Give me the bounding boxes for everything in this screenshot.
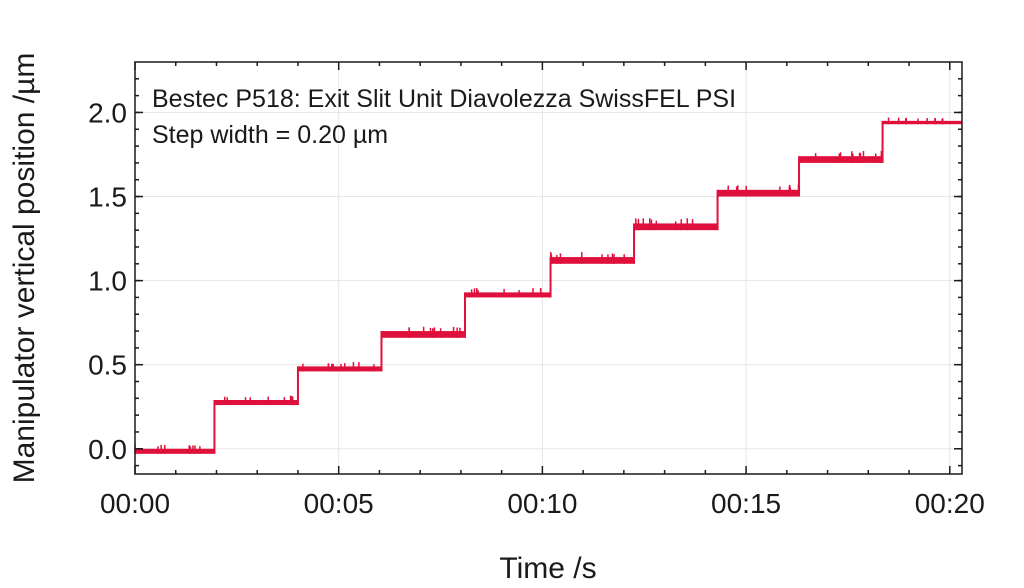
annotation-line-2: Step width = 0.20 µm <box>152 121 388 149</box>
y-axis-title: Manipulator vertical position /µm <box>8 53 41 484</box>
step-band-4 <box>464 292 551 298</box>
y-tick-label: 0.5 <box>88 350 127 381</box>
x-tick-label: 00:20 <box>915 488 985 519</box>
data-layer <box>134 117 962 454</box>
x-tick-label: 00:05 <box>304 488 374 519</box>
plot-frame <box>134 61 963 475</box>
annotation-line-1: Bestec P518: Exit Slit Unit Diavolezza S… <box>152 85 736 113</box>
y-tick-label: 1.5 <box>88 182 127 213</box>
step-band-5 <box>550 257 635 264</box>
y-tick-label: 1.0 <box>88 266 127 297</box>
y-tick-label: 2.0 <box>88 97 127 128</box>
step-band-0 <box>135 448 215 454</box>
x-tick-label: 00:00 <box>100 488 170 519</box>
x-axis-title: Time /s <box>499 552 596 585</box>
x-tick-label: 00:10 <box>507 488 577 519</box>
step-band-2 <box>297 366 382 372</box>
step-band-1 <box>214 400 298 406</box>
tick-layer: 0.0 0.5 1.0 1.5 2.0 00:00 00:05 00:10 00:15 00:20 <box>88 62 985 519</box>
x-tick-label: 00:15 <box>711 488 781 519</box>
y-tick-label: 0.0 <box>88 434 127 465</box>
step-band-7 <box>717 189 800 197</box>
step-band-9 <box>882 120 962 125</box>
